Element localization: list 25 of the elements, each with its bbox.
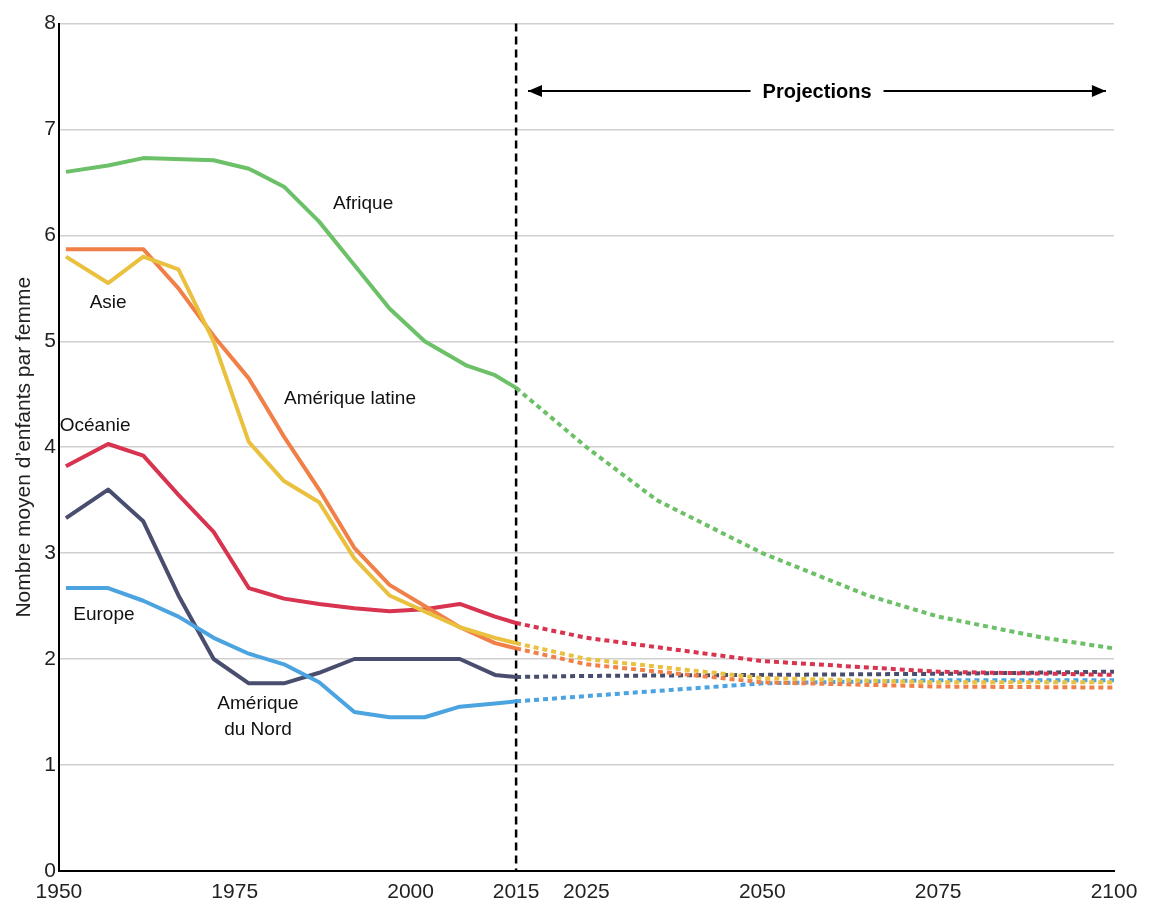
x-tick-label: 1950 [35,879,83,903]
x-tick-label: 2000 [387,879,434,903]
y-tick-label: 2 [44,645,56,669]
series-label: Océanie [59,414,131,436]
x-tick-label: 2075 [914,879,962,903]
series-label: Europe [73,603,135,625]
x-tick-label: 2100 [1090,879,1138,903]
series-label: Amérique latine [283,386,416,408]
y-axis-title: Nombre moyen d’enfants par femme [11,276,35,618]
y-tick-label: 0 [44,857,56,881]
y-tick-label: 8 [44,10,56,34]
x-tick-label: 1975 [211,879,259,903]
y-tick-label: 7 [44,116,56,140]
y-tick-label: 1 [44,751,56,775]
annotation: Projections [750,79,884,103]
x-tick-label: 2050 [738,879,786,903]
series-label: Afrique [333,191,394,213]
y-tick-label: 3 [44,539,56,563]
x-tick-label: 2025 [563,879,610,903]
y-tick-label: 6 [44,222,56,246]
series-label: Amérique du Nord [217,691,299,739]
x-tick-label: 2015 [492,879,540,903]
y-tick-label: 5 [44,328,56,352]
y-tick-label: 4 [44,434,57,457]
series-label: Asie [89,291,127,313]
